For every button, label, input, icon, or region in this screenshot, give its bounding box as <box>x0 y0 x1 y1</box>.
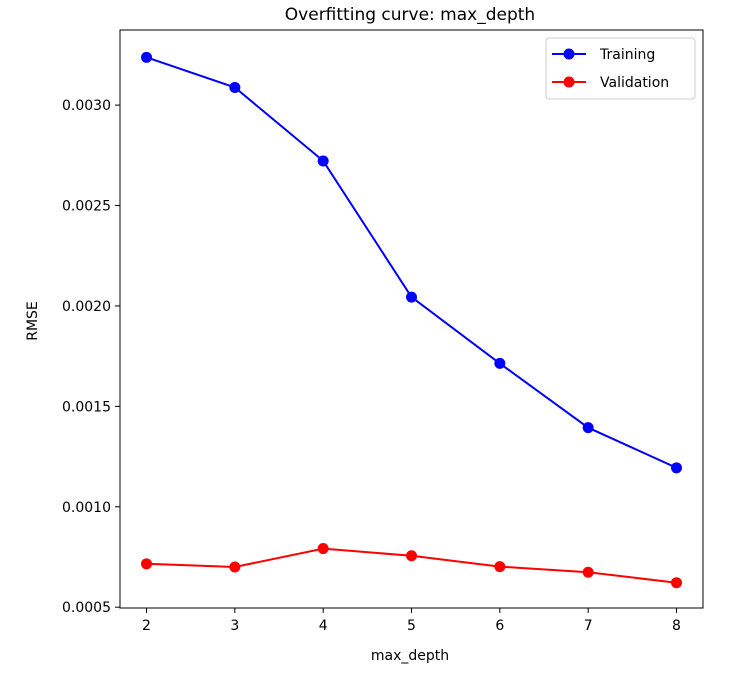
y-tick-label: 0.0005 <box>62 600 111 616</box>
training-point <box>494 357 506 369</box>
x-tick-label: 6 <box>495 618 504 634</box>
training-point <box>229 81 241 93</box>
y-tick-label: 0.0020 <box>62 299 111 315</box>
y-axis-label: RMSE <box>25 301 41 341</box>
legend-validation-marker <box>563 76 575 88</box>
x-tick-label: 7 <box>584 618 593 634</box>
validation-point <box>582 566 594 578</box>
validation-point <box>317 543 329 555</box>
validation-point <box>141 558 152 570</box>
legend-training-marker <box>563 48 575 60</box>
x-tick-label: 3 <box>230 618 239 634</box>
x-tick-label: 5 <box>407 618 416 634</box>
training-point <box>582 422 594 434</box>
training-point <box>671 462 682 474</box>
x-tick-label: 2 <box>142 618 151 634</box>
validation-point <box>229 561 241 573</box>
legend-validation-label: Validation <box>600 75 669 91</box>
y-tick-label: 0.0010 <box>62 500 111 516</box>
x-axis-label: max_depth <box>371 648 449 664</box>
training-point <box>406 291 417 303</box>
training-point <box>317 155 329 167</box>
chart-title: Overfitting curve: max_depth <box>285 5 535 25</box>
training-point <box>141 51 152 63</box>
x-tick-label: 8 <box>672 618 681 634</box>
y-axis: 0.0005 0.0010 0.0015 0.0020 0.0025 0.0030 <box>62 98 120 616</box>
series-layer <box>141 51 682 589</box>
validation-point <box>406 550 417 562</box>
legend-training-label: Training <box>599 47 655 63</box>
validation-point <box>494 561 506 573</box>
y-tick-label: 0.0025 <box>62 199 111 215</box>
x-tick-label: 4 <box>319 618 328 634</box>
x-axis: 2 3 4 5 6 7 8 <box>142 608 681 634</box>
validation-point <box>671 577 682 589</box>
legend: Training Validation <box>545 37 696 100</box>
y-tick-label: 0.0015 <box>62 399 111 415</box>
y-tick-label: 0.0030 <box>62 98 111 114</box>
